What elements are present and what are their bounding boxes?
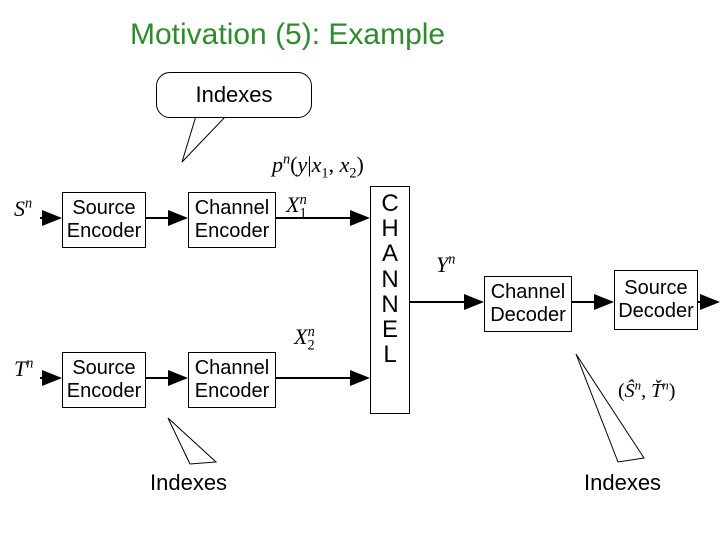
callout-tail-top bbox=[182, 116, 226, 162]
box-line: Encoder bbox=[195, 380, 270, 402]
source-encoder-1: Source Encoder bbox=[62, 192, 146, 248]
box-line: Decoder bbox=[618, 300, 694, 322]
label-X2n: X2n bbox=[294, 324, 315, 350]
callout-indexes-top: Indexes bbox=[156, 72, 312, 118]
label-Sn: Sn bbox=[14, 196, 32, 222]
label-Tn: Tn bbox=[14, 356, 33, 382]
label-X1n: X1n bbox=[286, 192, 307, 218]
box-line: Encoder bbox=[195, 220, 270, 242]
callout-indexes-bottom: Indexes bbox=[150, 470, 227, 496]
box-line: Encoder bbox=[67, 220, 142, 242]
box-line: Encoder bbox=[67, 380, 142, 402]
channel-encoder-2: Channel Encoder bbox=[188, 352, 276, 408]
callout-tail-bottom bbox=[168, 418, 216, 464]
channel-decoder: Channel Decoder bbox=[484, 276, 572, 332]
box-line: Channel bbox=[491, 281, 566, 303]
box-line: Decoder bbox=[490, 304, 566, 326]
diagram-stage: Motivation (5): Example Indexes Source E… bbox=[0, 0, 720, 540]
arrows-layer bbox=[0, 0, 720, 540]
channel-encoder-1: Channel Encoder bbox=[188, 192, 276, 248]
box-line: Source bbox=[624, 277, 687, 299]
label-Yn: Yn bbox=[436, 252, 455, 278]
box-line: Source bbox=[72, 197, 135, 219]
source-encoder-2: Source Encoder bbox=[62, 352, 146, 408]
callout-tail-right bbox=[576, 354, 644, 462]
slide-title: Motivation (5): Example bbox=[130, 18, 445, 52]
box-line: Channel bbox=[195, 357, 270, 379]
box-line: Channel bbox=[195, 197, 270, 219]
label-SThat: (Ŝn, Ťn) bbox=[618, 380, 675, 403]
callout-indexes-right: Indexes bbox=[584, 470, 661, 496]
label-pnyx: pn(y|x1, x2) bbox=[272, 152, 364, 178]
channel-box: CHANNEL bbox=[370, 186, 410, 414]
source-decoder: Source Decoder bbox=[614, 270, 698, 330]
box-line: Source bbox=[72, 357, 135, 379]
